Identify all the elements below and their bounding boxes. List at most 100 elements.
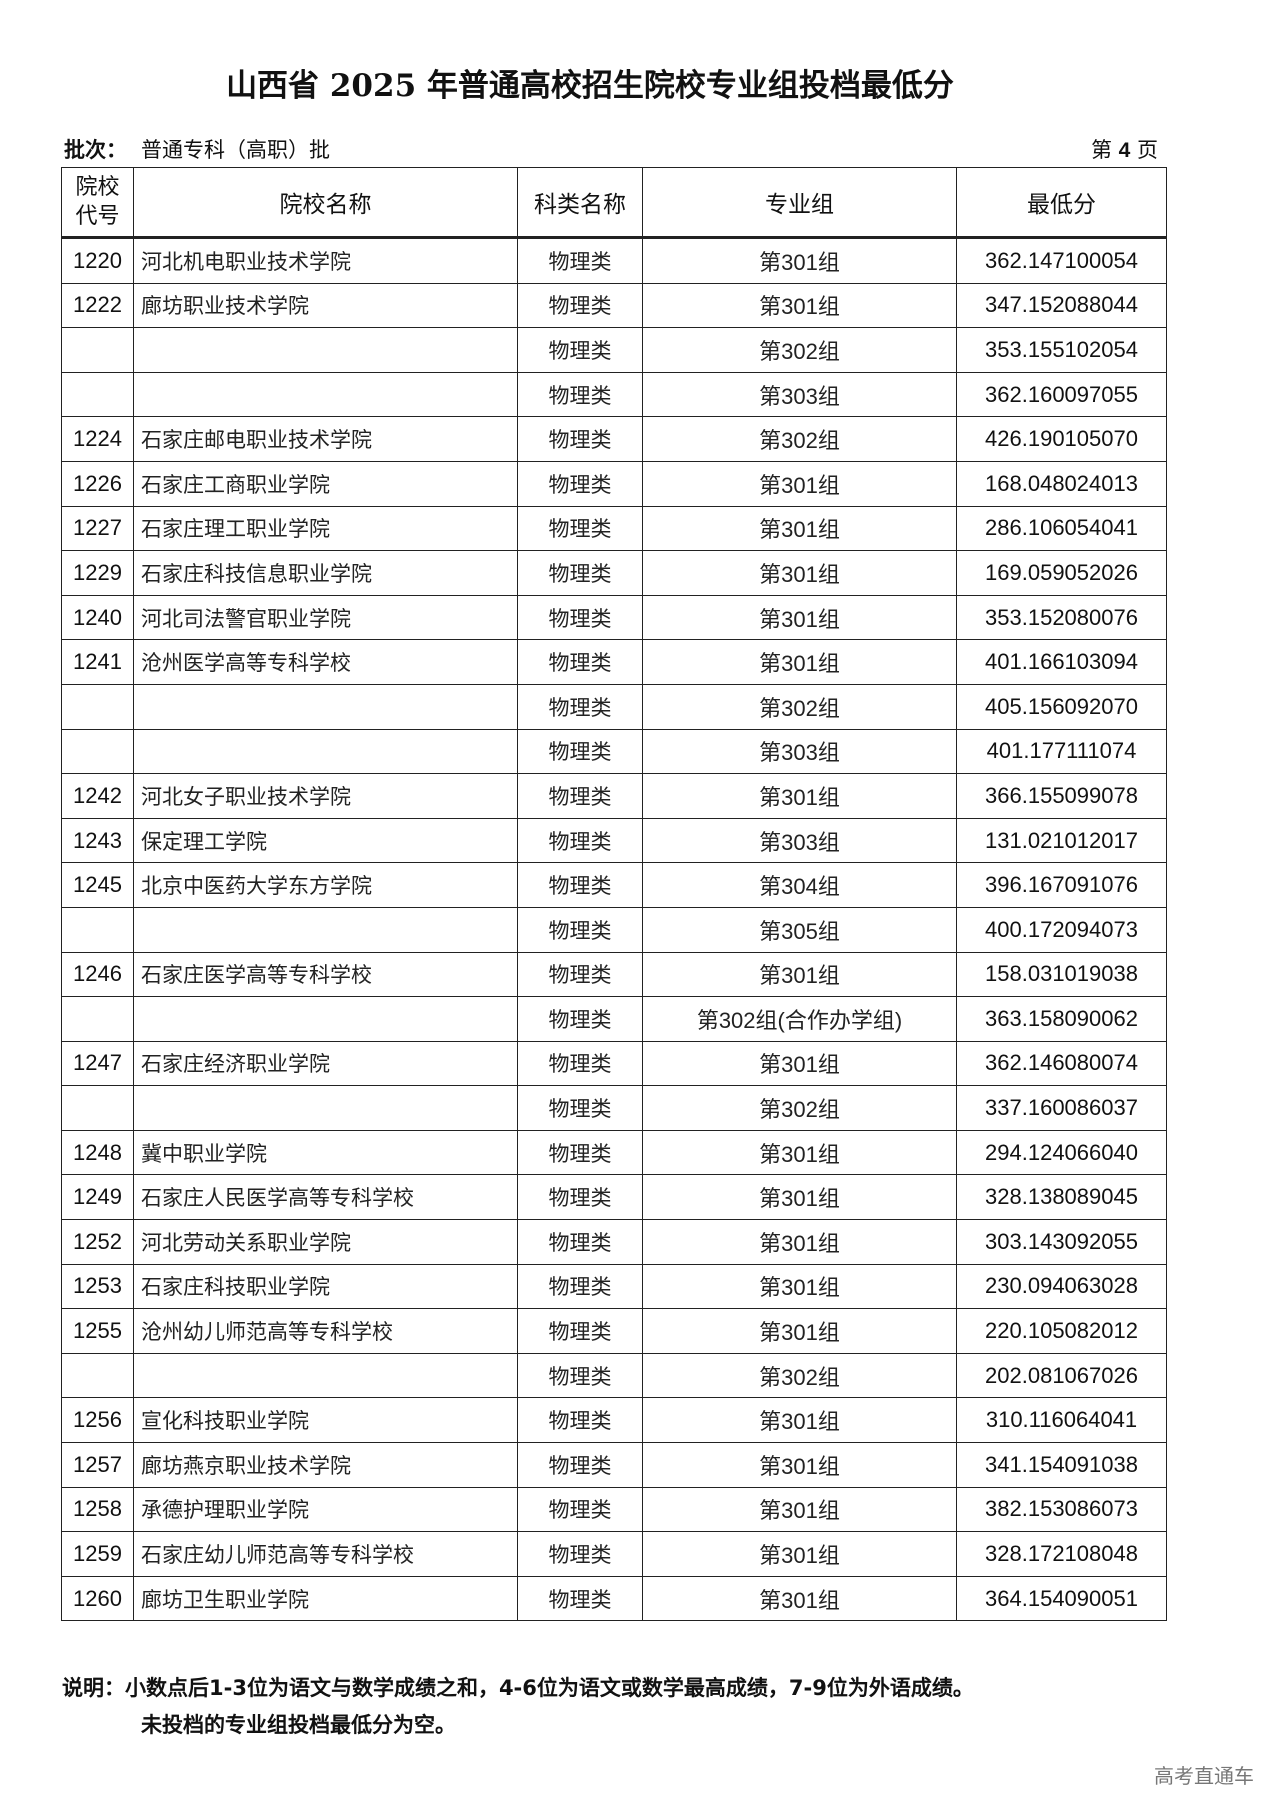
cell-category: 物理类 xyxy=(517,1486,643,1533)
table-row: 1227 石家庄理工职业学院 物理类 第301组 286.106054041 xyxy=(61,505,1167,552)
cell-score: 401.166103094 xyxy=(956,639,1167,685)
cell-name: 廊坊燕京职业技术学院 xyxy=(133,1442,518,1488)
table-row: 物理类 第302组(合作办学组) 363.158090062 xyxy=(61,996,1167,1042)
cell-name xyxy=(133,1352,518,1399)
cell-category: 物理类 xyxy=(517,1575,643,1622)
cell-group: 第303组 xyxy=(642,371,957,418)
table-row: 1243 保定理工学院 物理类 第303组 131.021012017 xyxy=(61,817,1167,864)
cell-name xyxy=(133,683,518,730)
note-line-1: 说明：小数点后1-3位为语文与数学成绩之和，4-6位为语文或数学最高成绩，7-9… xyxy=(62,1676,974,1700)
batch-value: 普通专科（高职）批 xyxy=(141,138,330,162)
cell-score: 286.106054041 xyxy=(956,505,1167,552)
table-row: 物理类 第302组 405.156092070 xyxy=(61,683,1167,730)
cell-category: 物理类 xyxy=(517,862,643,908)
cell-score: 158.031019038 xyxy=(956,951,1167,998)
cell-category: 物理类 xyxy=(517,505,643,552)
cell-group: 第301组 xyxy=(642,1129,957,1176)
cell-name: 冀中职业学院 xyxy=(133,1129,518,1176)
cell-code: 1226 xyxy=(61,460,134,507)
cell-code: 1220 xyxy=(61,237,134,284)
cell-name: 廊坊职业技术学院 xyxy=(133,282,518,329)
cell-group: 第303组 xyxy=(642,728,957,775)
table-row: 1256 宣化科技职业学院 物理类 第301组 310.116064041 xyxy=(61,1397,1167,1444)
cell-code: 1249 xyxy=(61,1174,134,1221)
cell-score: 353.152080076 xyxy=(956,594,1167,641)
table-row: 1253 石家庄科技职业学院 物理类 第301组 230.094063028 xyxy=(61,1263,1167,1310)
cell-category: 物理类 xyxy=(517,1531,643,1577)
table-row: 1240 河北司法警官职业学院 物理类 第301组 353.152080076 xyxy=(61,594,1167,641)
cell-code xyxy=(61,1352,134,1399)
cell-category: 物理类 xyxy=(517,550,643,596)
cell-code xyxy=(61,906,134,953)
table-row: 1246 石家庄医学高等专科学校 物理类 第301组 158.031019038 xyxy=(61,951,1167,998)
cell-score: 169.059052026 xyxy=(956,550,1167,596)
table-row: 物理类 第305组 400.172094073 xyxy=(61,906,1167,953)
cell-score: 362.160097055 xyxy=(956,371,1167,418)
cell-name: 石家庄邮电职业技术学院 xyxy=(133,416,518,462)
cell-group: 第301组 xyxy=(642,639,957,685)
cell-code: 1257 xyxy=(61,1442,134,1488)
table-row: 1248 冀中职业学院 物理类 第301组 294.124066040 xyxy=(61,1129,1167,1176)
cell-category: 物理类 xyxy=(517,371,643,418)
header-category: 科类名称 xyxy=(517,167,643,239)
cell-score: 303.143092055 xyxy=(956,1219,1167,1265)
cell-score: 396.167091076 xyxy=(956,862,1167,908)
page-number: 第 4 页 xyxy=(1091,134,1158,164)
note: 说明：小数点后1-3位为语文与数学成绩之和，4-6位为语文或数学最高成绩，7-9… xyxy=(62,1670,974,1744)
cell-score: 382.153086073 xyxy=(956,1486,1167,1533)
table-row: 1252 河北劳动关系职业学院 物理类 第301组 303.143092055 xyxy=(61,1219,1167,1265)
cell-score: 364.154090051 xyxy=(956,1575,1167,1622)
cell-code: 1245 xyxy=(61,862,134,908)
cell-group: 第302组 xyxy=(642,1352,957,1399)
table-row: 1249 石家庄人民医学高等专科学校 物理类 第301组 328.138089045 xyxy=(61,1174,1167,1221)
table-row: 1224 石家庄邮电职业技术学院 物理类 第302组 426.190105070 xyxy=(61,416,1167,462)
cell-group: 第301组 xyxy=(642,550,957,596)
cell-name: 保定理工学院 xyxy=(133,817,518,864)
cell-code: 1256 xyxy=(61,1397,134,1444)
page-prefix: 第 xyxy=(1090,138,1112,162)
cell-name: 河北女子职业技术学院 xyxy=(133,773,518,819)
cell-group: 第305组 xyxy=(642,906,957,953)
table-row: 1222 廊坊职业技术学院 物理类 第301组 347.152088044 xyxy=(61,282,1167,329)
cell-score: 426.190105070 xyxy=(956,416,1167,462)
cell-name: 河北司法警官职业学院 xyxy=(133,594,518,641)
cell-name: 沧州医学高等专科学校 xyxy=(133,639,518,685)
cell-code: 1229 xyxy=(61,550,134,596)
table-row: 物理类 第302组 353.155102054 xyxy=(61,327,1167,373)
cell-code: 1243 xyxy=(61,817,134,864)
cell-category: 物理类 xyxy=(517,1397,643,1444)
watermark: 高考直通车 xyxy=(1154,1764,1254,1788)
cell-code: 1252 xyxy=(61,1219,134,1265)
table-header-row: 院校代号 院校名称 科类名称 专业组 最低分 xyxy=(61,167,1167,239)
batch-info: 批次： 普通专科（高职）批 xyxy=(64,134,330,164)
cell-category: 物理类 xyxy=(517,237,643,284)
cell-name xyxy=(133,1085,518,1131)
cell-group: 第301组 xyxy=(642,1442,957,1488)
cell-group: 第302组 xyxy=(642,1085,957,1131)
table-row: 1229 石家庄科技信息职业学院 物理类 第301组 169.059052026 xyxy=(61,550,1167,596)
cell-code: 1248 xyxy=(61,1129,134,1176)
cell-score: 362.146080074 xyxy=(956,1040,1167,1087)
cell-group: 第301组 xyxy=(642,1219,957,1265)
table-row: 物理类 第303组 362.160097055 xyxy=(61,371,1167,418)
cell-category: 物理类 xyxy=(517,1129,643,1176)
cell-group: 第301组 xyxy=(642,460,957,507)
cell-code: 1253 xyxy=(61,1263,134,1310)
header-name: 院校名称 xyxy=(133,167,518,239)
header-score: 最低分 xyxy=(956,167,1167,239)
cell-code: 1241 xyxy=(61,639,134,685)
cell-category: 物理类 xyxy=(517,906,643,953)
score-table: 院校代号 院校名称 科类名称 专业组 最低分 1220 河北机电职业技术学院 物理类… xyxy=(61,167,1167,1622)
cell-category: 物理类 xyxy=(517,460,643,507)
cell-category: 物理类 xyxy=(517,728,643,775)
cell-name xyxy=(133,996,518,1042)
cell-score: 363.158090062 xyxy=(956,996,1167,1042)
table-row: 1242 河北女子职业技术学院 物理类 第301组 366.155099078 xyxy=(61,773,1167,819)
cell-score: 347.152088044 xyxy=(956,282,1167,329)
cell-code xyxy=(61,996,134,1042)
cell-name: 承德护理职业学院 xyxy=(133,1486,518,1533)
cell-category: 物理类 xyxy=(517,1085,643,1131)
cell-score: 362.147100054 xyxy=(956,237,1167,284)
cell-code: 1242 xyxy=(61,773,134,819)
table-row: 物理类 第302组 337.160086037 xyxy=(61,1085,1167,1131)
